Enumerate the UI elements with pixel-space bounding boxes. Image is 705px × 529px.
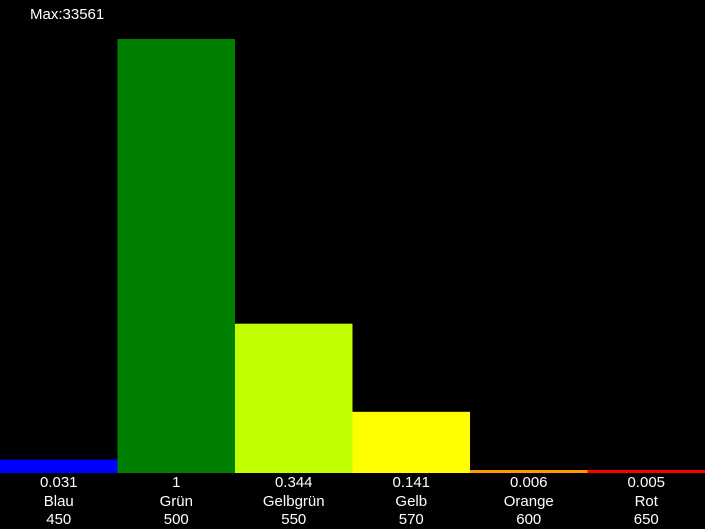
bars-group: [0, 39, 705, 473]
bar-grün: [117, 39, 235, 473]
value-label: 0.005: [627, 474, 665, 491]
wavelength-label: 570: [399, 511, 424, 528]
value-label: 0.344: [275, 474, 313, 491]
wavelength-label: 550: [281, 511, 306, 528]
bar-orange: [470, 470, 588, 473]
bar-gelb: [352, 411, 470, 473]
wavelength-label: 500: [164, 511, 189, 528]
category-label: Rot: [635, 493, 659, 510]
value-label: 0.141: [392, 474, 430, 491]
category-label: Grün: [160, 493, 193, 510]
wavelength-label: 600: [516, 511, 541, 528]
category-label: Blau: [44, 493, 74, 510]
value-label: 1: [172, 474, 180, 491]
category-label: Gelbgrün: [263, 493, 325, 510]
bar-rot: [587, 470, 705, 473]
category-label: Gelb: [395, 493, 427, 510]
value-label: 0.031: [40, 474, 78, 491]
max-value-label: Max:33561: [30, 6, 105, 23]
category-label: Orange: [504, 493, 554, 510]
wavelength-label: 450: [46, 511, 71, 528]
value-label: 0.006: [510, 474, 548, 491]
bar-gelbgrün: [235, 323, 353, 473]
wavelength-label: 650: [634, 511, 659, 528]
bar-blau: [0, 459, 118, 473]
